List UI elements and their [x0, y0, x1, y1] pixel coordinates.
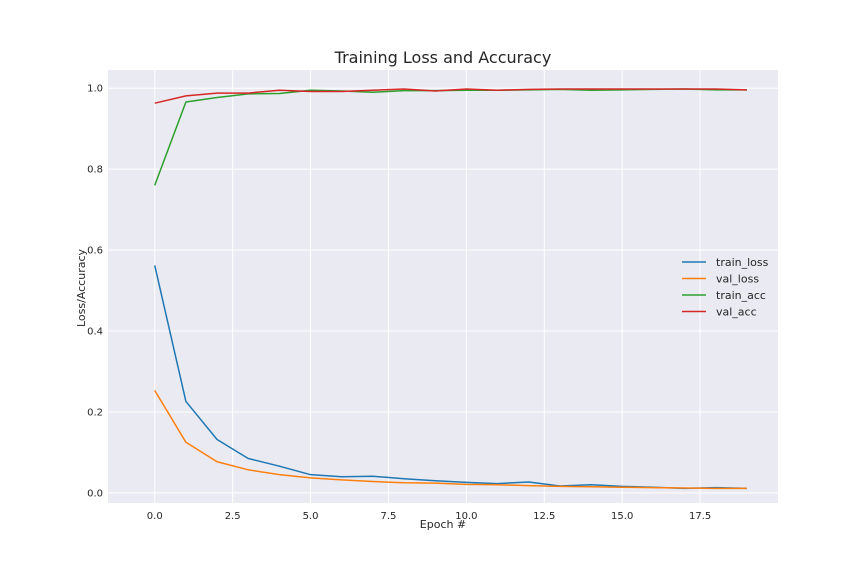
- series-line-val_acc: [154, 88, 747, 104]
- series-line-val_loss: [154, 390, 747, 490]
- x-tick-label: 2.5: [225, 511, 241, 522]
- y-tick-label: 0.0: [87, 488, 103, 499]
- series-lines: [154, 88, 747, 490]
- chart-title: Training Loss and Accuracy: [334, 48, 552, 67]
- legend-label-train_loss: train_loss: [716, 256, 769, 269]
- y-tick-label: 0.6: [87, 246, 103, 257]
- y-tick-label: 1.0: [87, 84, 103, 95]
- x-axis-label: Epoch #: [420, 518, 466, 531]
- x-tick-labels: 0.0 2.5 5.0 7.5 10.0 12.5 15.0 17.5: [147, 511, 711, 522]
- y-tick-label: 0.8: [87, 165, 103, 176]
- x-tick-label: 15.0: [611, 511, 633, 522]
- plot-area: [108, 70, 778, 503]
- legend-label-train_acc: train_acc: [716, 289, 766, 302]
- x-tick-label: 7.5: [381, 511, 397, 522]
- y-tick-label: 0.2: [87, 407, 103, 418]
- y-tick-label: 0.4: [87, 327, 103, 338]
- x-tick-label: 0.0: [147, 511, 163, 522]
- x-tick-label: 10.0: [455, 511, 477, 522]
- legend-label-val_acc: val_acc: [716, 306, 757, 319]
- legend-label-val_loss: val_loss: [716, 273, 759, 286]
- legend: train_loss val_loss train_acc val_acc: [682, 256, 769, 319]
- x-tick-label: 5.0: [303, 511, 319, 522]
- grid-lines: [108, 70, 778, 503]
- x-tick-label: 17.5: [689, 511, 711, 522]
- y-axis-label: Loss/Accuracy: [75, 248, 88, 327]
- y-tick-labels: 0.0 0.2 0.4 0.6 0.8 1.0: [87, 84, 103, 500]
- x-tick-label: 12.5: [533, 511, 555, 522]
